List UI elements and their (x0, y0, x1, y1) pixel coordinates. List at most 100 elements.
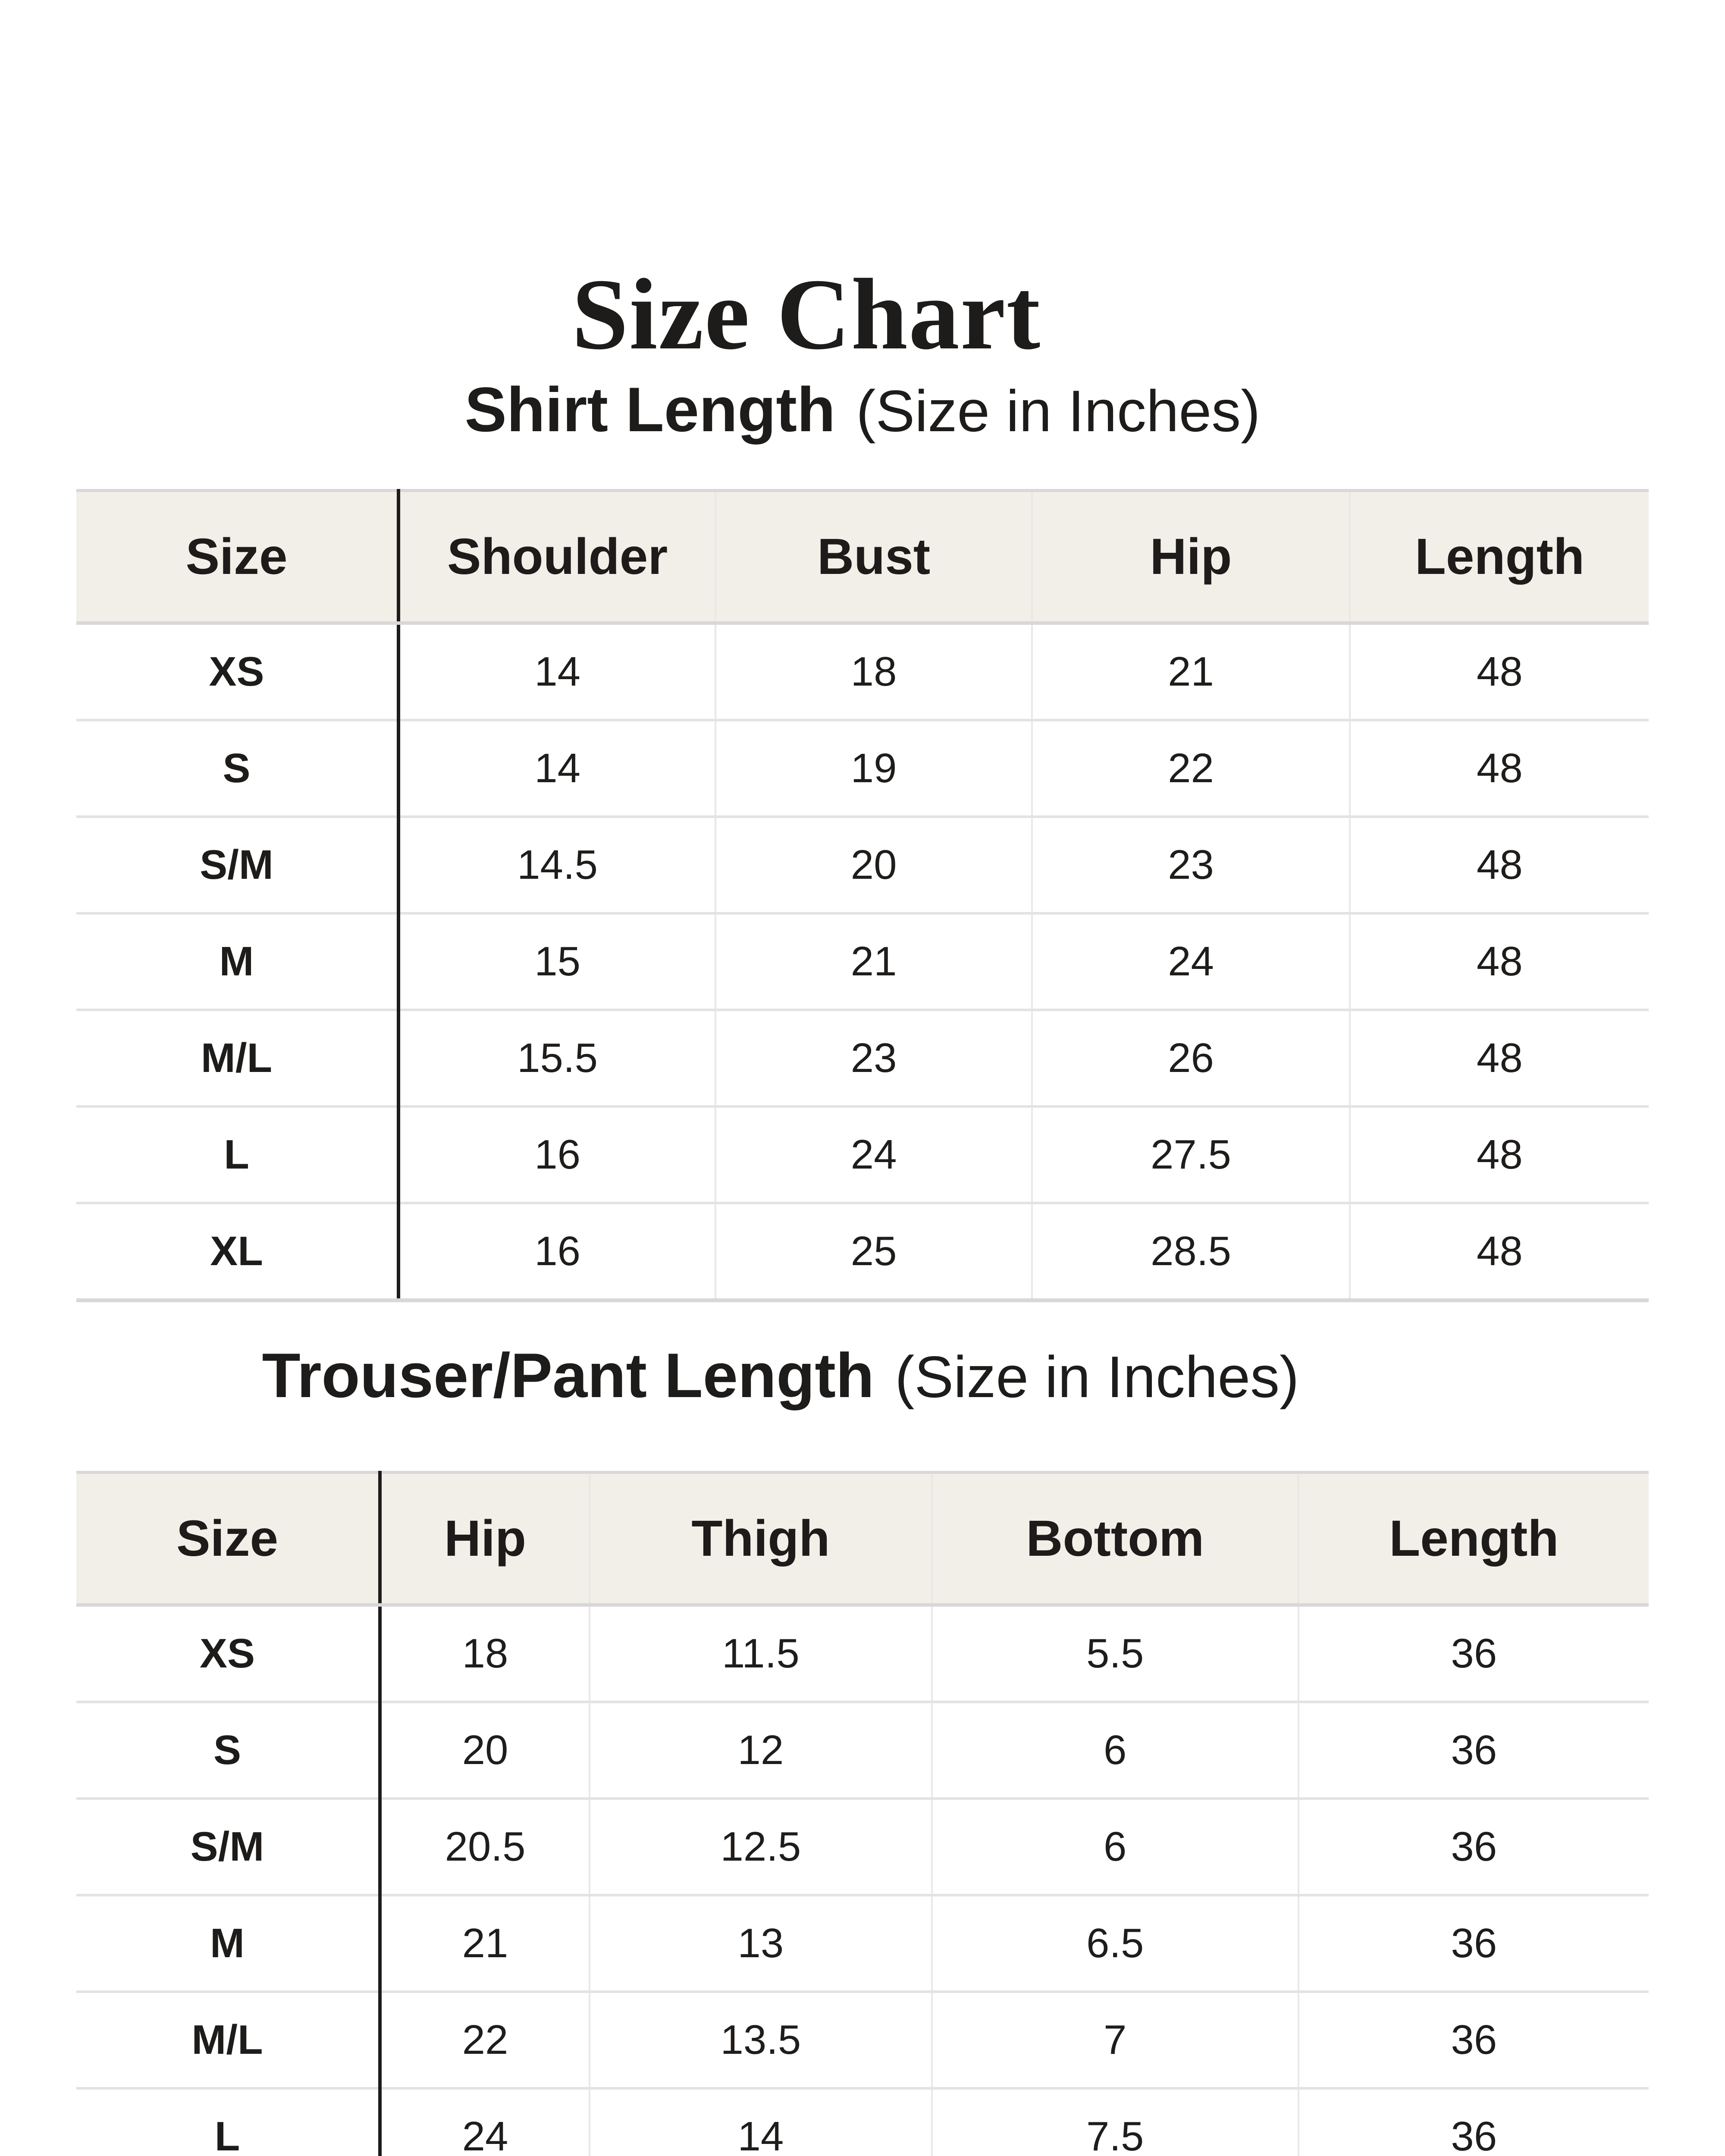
shirt-heading-note: (Size in Inches) (856, 378, 1261, 444)
trouser-table-row-l: L 24 14 7.5 36 (76, 2088, 1649, 2156)
value-cell: 5.5 (931, 1604, 1298, 1703)
value-cell: 36 (1297, 1895, 1649, 1993)
value-cell: 15 (398, 913, 716, 1012)
trouser-col-header-size: Size (76, 1470, 382, 1607)
value-cell: 12 (589, 1702, 932, 1800)
size-label-cell: S (76, 1702, 382, 1800)
shirt-table-row-sm: S/M 14.5 20 23 48 (76, 817, 1649, 915)
page-title: Size Chart (571, 258, 1041, 371)
size-label-cell: S/M (76, 1798, 382, 1896)
size-label-cell: XL (76, 1203, 401, 1303)
trouser-col-header-thigh: Thigh (589, 1470, 932, 1607)
value-cell: 20 (379, 1702, 590, 1800)
value-cell: 6.5 (931, 1895, 1298, 1993)
value-cell: 16 (398, 1106, 716, 1205)
value-cell: 13 (589, 1895, 932, 1993)
value-cell: 27.5 (1031, 1106, 1350, 1205)
size-label-cell: S (76, 720, 401, 818)
value-cell: 21 (379, 1895, 590, 1993)
value-cell: 15.5 (398, 1010, 716, 1108)
value-cell: 7.5 (931, 2088, 1298, 2156)
value-cell: 20.5 (379, 1798, 590, 1896)
trouser-heading-note: (Size in Inches) (895, 1344, 1299, 1410)
value-cell: 13.5 (589, 1991, 932, 2090)
value-cell: 24 (1031, 913, 1350, 1012)
size-label-cell: S/M (76, 817, 401, 915)
value-cell: 24 (379, 2088, 590, 2156)
shirt-table-row-ml: M/L 15.5 23 26 48 (76, 1010, 1649, 1108)
value-cell: 36 (1297, 1604, 1649, 1703)
size-label-cell: L (76, 1106, 401, 1205)
value-cell: 28.5 (1031, 1203, 1350, 1303)
value-cell: 16 (398, 1203, 716, 1303)
shirt-table-row-s: S 14 19 22 48 (76, 720, 1649, 818)
value-cell: 48 (1349, 1010, 1649, 1108)
size-label-cell: M (76, 913, 401, 1012)
value-cell: 48 (1349, 623, 1649, 722)
value-cell: 48 (1349, 720, 1649, 818)
value-cell: 6 (931, 1798, 1298, 1896)
value-cell: 22 (1031, 720, 1350, 818)
value-cell: 14 (398, 623, 716, 722)
value-cell: 36 (1297, 1702, 1649, 1800)
value-cell: 18 (715, 623, 1032, 722)
trouser-col-header-length: Length (1297, 1470, 1649, 1607)
value-cell: 14 (589, 2088, 932, 2156)
value-cell: 25 (715, 1203, 1032, 1303)
shirt-table-row-xl: XL 16 25 28.5 48 (76, 1203, 1649, 1303)
shirt-col-header-bust: Bust (715, 489, 1032, 625)
trouser-col-header-hip: Hip (379, 1470, 590, 1607)
value-cell: 36 (1297, 2088, 1649, 2156)
trouser-heading-label: Trouser/Pant Length (262, 1340, 875, 1411)
shirt-col-header-shoulder: Shoulder (398, 489, 716, 625)
value-cell: 22 (379, 1991, 590, 2090)
trouser-col-header-bottom: Bottom (931, 1470, 1298, 1607)
value-cell: 23 (1031, 817, 1350, 915)
value-cell: 14 (398, 720, 716, 818)
trouser-table-row-sm: S/M 20.5 12.5 6 36 (76, 1798, 1649, 1896)
value-cell: 21 (715, 913, 1032, 1012)
trouser-table-row-xs: XS 18 11.5 5.5 36 (76, 1604, 1649, 1703)
size-label-cell: XS (76, 1604, 382, 1703)
shirt-heading-label: Shirt Length (464, 374, 836, 445)
value-cell: 18 (379, 1604, 590, 1703)
value-cell: 48 (1349, 1106, 1649, 1205)
shirt-table-header-row: Size Shoulder Bust Hip Length (76, 489, 1649, 625)
value-cell: 20 (715, 817, 1032, 915)
value-cell: 48 (1349, 1203, 1649, 1303)
value-cell: 36 (1297, 1798, 1649, 1896)
value-cell: 24 (715, 1106, 1032, 1205)
value-cell: 7 (931, 1991, 1298, 2090)
shirt-section-heading: Shirt Length (Size in Inches) (76, 375, 1649, 445)
trouser-table-row-m: M 21 13 6.5 36 (76, 1895, 1649, 1993)
value-cell: 21 (1031, 623, 1350, 722)
size-label-cell: M/L (76, 1010, 401, 1108)
size-label-cell: L (76, 2088, 382, 2156)
shirt-table-row-xs: XS 14 18 21 48 (76, 623, 1649, 722)
value-cell: 48 (1349, 913, 1649, 1012)
trouser-section-heading: Trouser/Pant Length (Size in Inches) (0, 1341, 1567, 1410)
trouser-table-row-s: S 20 12 6 36 (76, 1702, 1649, 1800)
value-cell: 14.5 (398, 817, 716, 915)
value-cell: 48 (1349, 817, 1649, 915)
content-area: Size Chart Shirt Length (Size in Inches) … (0, 259, 1725, 2156)
size-label-cell: M/L (76, 1991, 382, 2090)
shirt-table-row-m: M 15 21 24 48 (76, 913, 1649, 1012)
trouser-table-header-row: Size Hip Thigh Bottom Length (76, 1470, 1649, 1607)
shirt-size-table: Size Shoulder Bust Hip Length XS 14 18 2… (76, 489, 1649, 1303)
size-label-cell: XS (76, 623, 401, 722)
trouser-size-table: Size Hip Thigh Bottom Length XS 18 11.5 … (76, 1470, 1649, 2156)
size-label-cell: M (76, 1895, 382, 1993)
value-cell: 36 (1297, 1991, 1649, 2090)
value-cell: 12.5 (589, 1798, 932, 1896)
shirt-col-header-length: Length (1349, 489, 1649, 625)
shirt-col-header-size: Size (76, 489, 401, 625)
value-cell: 6 (931, 1702, 1298, 1800)
value-cell: 19 (715, 720, 1032, 818)
value-cell: 23 (715, 1010, 1032, 1108)
trouser-table-row-ml: M/L 22 13.5 7 36 (76, 1991, 1649, 2090)
value-cell: 11.5 (589, 1604, 932, 1703)
shirt-col-header-hip: Hip (1031, 489, 1350, 625)
shirt-table-row-l: L 16 24 27.5 48 (76, 1106, 1649, 1205)
